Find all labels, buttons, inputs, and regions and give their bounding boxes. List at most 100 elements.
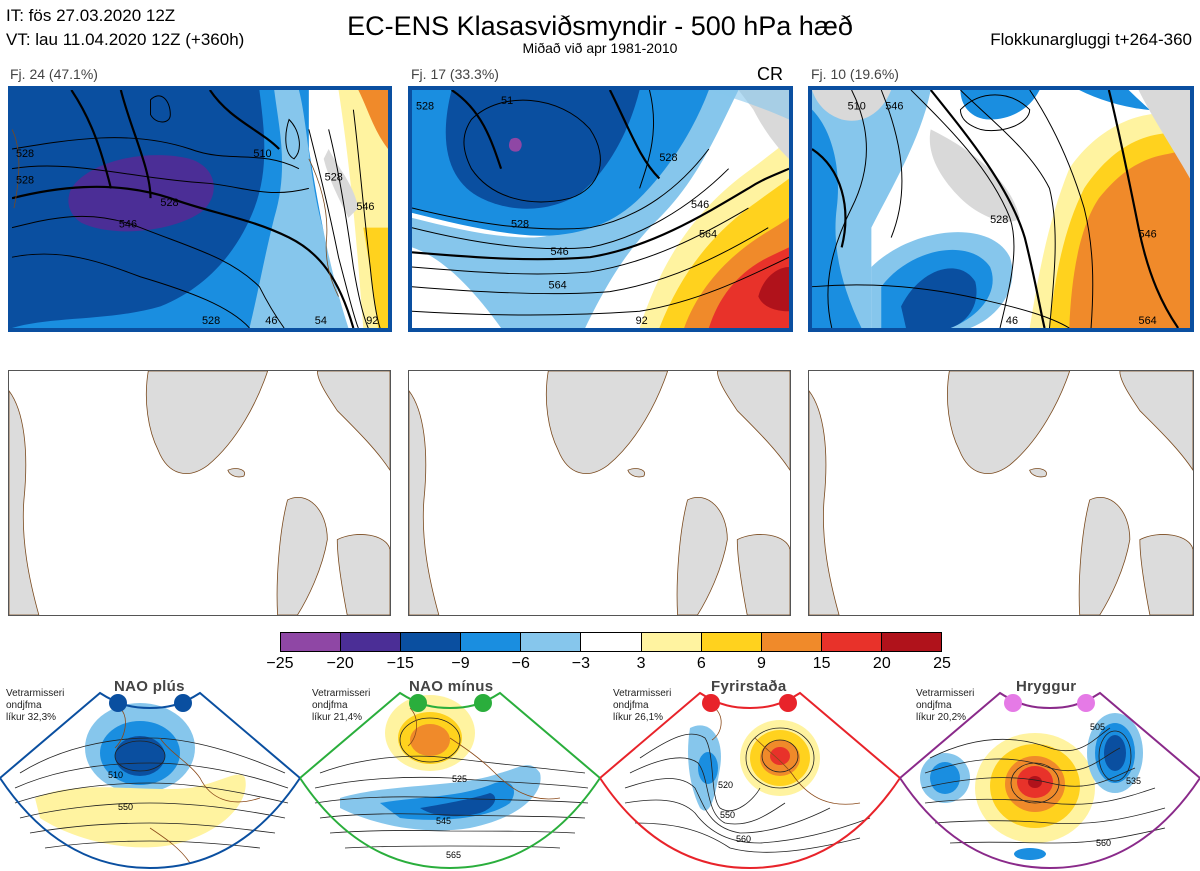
regime-ridge-name: Hryggur: [1016, 678, 1077, 695]
cluster-1-contour-label: 528: [160, 197, 178, 209]
regime-line: líkur 20,2%: [916, 712, 967, 723]
cluster-1-contour-label: 54: [315, 315, 327, 327]
cluster-2-contour-label: 51: [501, 95, 513, 107]
cluster-3-contour-label: 546: [1139, 229, 1157, 241]
colorbar-tick-label: −6: [511, 655, 530, 672]
colorbar-tick-label: 3: [636, 655, 646, 672]
cluster-1-field: 528 528 510 528 546 528 546 528 46 54 92: [12, 90, 388, 328]
empty-map-3: [808, 370, 1194, 616]
colorbar: [280, 632, 942, 652]
cluster-1-map: 528 528 510 528 546 528 546 528 46 54 92: [8, 86, 392, 332]
regime-line: líkur 26,1%: [613, 712, 664, 723]
regime-nao-plus-frequency: Vetrarmisseri ondjfma líkur 32,3%: [6, 688, 64, 724]
colorbar-tick-label: 15: [812, 655, 831, 672]
regime-dot: [474, 694, 492, 712]
colorbar-tick-label: −3: [571, 655, 591, 672]
cluster-2-contour-label: 564: [549, 280, 567, 292]
regime-ridge-contour: 560: [1096, 838, 1111, 848]
colorbar-swatch: [341, 633, 402, 651]
initial-time: IT: fös 27.03.2020 12Z: [6, 6, 176, 25]
cluster-1-contour-label: 528: [16, 174, 34, 186]
regime-blocking-name: Fyrirstaða: [711, 678, 787, 695]
regime-ridge-contour: 535: [1126, 776, 1141, 786]
regime-blocking-frequency: Vetrarmisseri ondjfma líkur 26,1%: [613, 688, 671, 724]
colorbar-swatch: [701, 633, 762, 651]
cluster-1-contour-label: 546: [119, 219, 137, 231]
land-outline: [9, 371, 390, 615]
regime-dot: [109, 694, 127, 712]
regime-ridge-frequency: Vetrarmisseri ondjfma líkur 20,2%: [916, 688, 974, 724]
regime-line: ondjfma: [312, 700, 348, 711]
regime-dot: [1004, 694, 1022, 712]
regime-dot: [409, 694, 427, 712]
colorbar-tick-label: 9: [757, 655, 766, 672]
cluster-2-contour-label: 92: [636, 315, 648, 327]
cluster-2-contour-label: 528: [416, 101, 434, 113]
land-outline: [809, 371, 1193, 615]
cluster-1-contour-label: 528: [325, 172, 343, 184]
regime-blocking-contour: 560: [736, 834, 751, 844]
colorbar-tick-label: 6: [696, 655, 706, 672]
cluster-2-map: 528 51 528 546 528 546 564 564 92: [408, 86, 793, 332]
regime-blocking-map: 520 550 560: [600, 691, 900, 870]
valid-time: VT: lau 11.04.2020 12Z (+360h): [6, 30, 245, 49]
regime-blocking-contour: 520: [718, 780, 733, 790]
colorbar-swatch: [401, 633, 462, 651]
regime-nao-minus-map: 525 545 565: [300, 691, 600, 870]
cluster-2-field: 528 51 528 546 528 546 564 564 92: [412, 90, 789, 328]
cluster-3-map: 510 528 546 546 564 46: [808, 86, 1194, 332]
regime-nao-minus-frequency: Vetrarmisseri ondjfma líkur 21,4%: [312, 688, 370, 724]
page-title: EC-ENS Klasasviðsmyndir - 500 hPa hæð: [347, 11, 853, 41]
colorbar-tick-label: −9: [451, 655, 470, 672]
regime-line: líkur 21,4%: [312, 712, 363, 723]
regime-dot: [174, 694, 192, 712]
regime-nao-minus-contour: 565: [446, 850, 461, 860]
cluster-2-label: Fj. 17 (33.3%): [411, 66, 499, 82]
regime-line: líkur 32,3%: [6, 712, 57, 723]
colorbar-tick-label: 25: [933, 655, 951, 672]
land-outline: [409, 371, 790, 615]
cluster-1-contour-label: 46: [265, 315, 277, 327]
cluster-3-contour-label: 510: [848, 101, 866, 113]
colorbar-swatch: [641, 633, 702, 651]
cluster-3-contour-label: 46: [1006, 315, 1018, 327]
cluster-3-contour-label: 528: [990, 214, 1008, 226]
regime-line: Vetrarmisseri: [312, 688, 371, 699]
colorbar-swatch: [821, 633, 882, 651]
regime-line: ondjfma: [6, 700, 42, 711]
cluster-1-contour-label: 528: [202, 315, 220, 327]
colorbar-swatch: [281, 633, 342, 651]
cluster-1-label: Fj. 24 (47.1%): [10, 66, 98, 82]
regime-nao-plus: 510 550: [0, 678, 300, 871]
colorbar-swatch: [761, 633, 822, 651]
colorbar-tick-label: −25: [266, 655, 294, 672]
cluster-2-contour-label: 546: [551, 246, 569, 258]
cluster-3-label: Fj. 10 (19.6%): [811, 66, 899, 82]
cluster-2-contour-label: 528: [659, 152, 677, 164]
regime-nao-minus-contour: 525: [452, 774, 467, 784]
regime-nao-plus-name: NAO plús: [114, 678, 185, 695]
regime-dot: [779, 694, 797, 712]
colorbar-swatch: [581, 633, 642, 651]
regime-nao-plus-contour: 510: [108, 770, 123, 780]
empty-map-1: [8, 370, 391, 616]
cluster-3-contour-label: 546: [885, 101, 903, 113]
cluster-2-tag: CR: [757, 64, 783, 84]
colorbar-swatch: [521, 633, 582, 651]
cluster-1-contour-label: 510: [253, 148, 271, 160]
regime-nao-minus-contour: 545: [436, 816, 451, 826]
regime-line: Vetrarmisseri: [613, 688, 672, 699]
colorbar-swatch: [881, 633, 942, 651]
regime-nao-plus-contour: 550: [118, 802, 133, 812]
cluster-2-contour-label: 564: [699, 229, 717, 241]
page-subtitle: Miðað við apr 1981-2010: [522, 40, 678, 56]
regime-ridge-contour: 505: [1090, 722, 1105, 732]
cluster-1-contour-label: 92: [366, 315, 378, 327]
empty-map-2: [408, 370, 791, 616]
cluster-2-contour-label: 546: [691, 199, 709, 211]
regime-nao-minus: 525 545 565: [300, 678, 600, 871]
colorbar-tick-label: −20: [326, 655, 354, 672]
regime-line: Vetrarmisseri: [916, 688, 975, 699]
regime-blocking-contour: 550: [720, 810, 735, 820]
regime-ridge: 505 535 560: [900, 678, 1200, 871]
